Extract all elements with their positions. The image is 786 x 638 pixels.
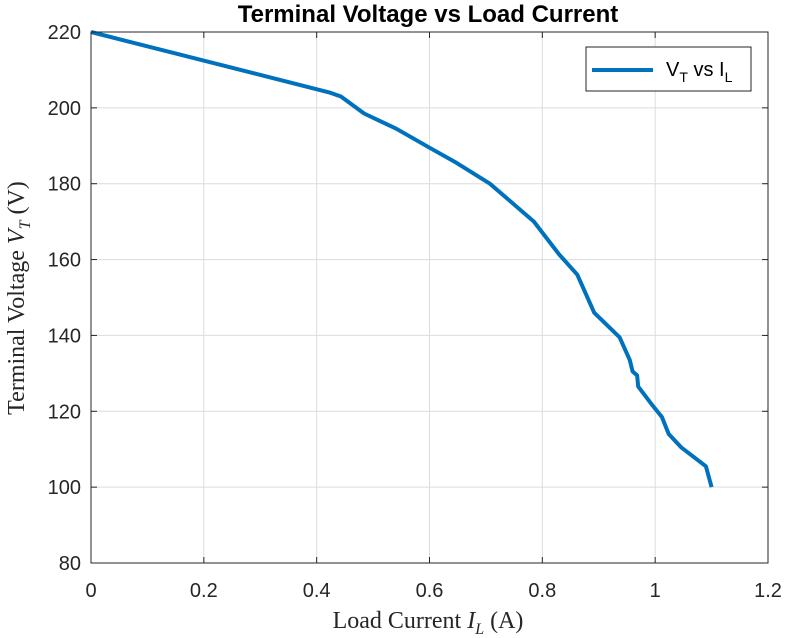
legend-entry-label: VT vs IL xyxy=(666,59,733,85)
y-tick-label: 200 xyxy=(48,98,81,120)
x-tick-label: 1 xyxy=(650,580,661,602)
x-tick-label: 0.4 xyxy=(303,580,331,602)
y-axis-label: Terminal Voltage VT (V) xyxy=(4,181,34,415)
x-tick-label: 0.8 xyxy=(528,580,556,602)
y-tick-label: 220 xyxy=(48,22,81,44)
series-layer xyxy=(90,30,714,488)
x-tick-label: 0.6 xyxy=(416,580,444,602)
tick-labels: 0 0.2 0.4 0.6 0.8 1 1.2 80 100 120 140 160 180 200 220 xyxy=(48,22,782,602)
x-axis-label: Load Current IL (A) xyxy=(333,608,524,638)
x-tick-label: 0 xyxy=(85,580,96,602)
chart-title: Terminal Voltage vs Load Current xyxy=(238,1,619,28)
y-tick-label: 100 xyxy=(48,477,81,499)
legend: VT vs IL xyxy=(585,46,752,92)
series-line-vt-vs-il xyxy=(90,30,714,488)
y-tick-label: 180 xyxy=(48,174,81,196)
y-tick-label: 80 xyxy=(59,553,81,575)
y-tick-label: 140 xyxy=(48,325,81,347)
y-tick-label: 160 xyxy=(48,250,81,272)
y-tick-label: 120 xyxy=(48,401,81,423)
x-tick-label: 0.2 xyxy=(190,580,218,602)
x-tick-label: 1.2 xyxy=(754,580,782,602)
tick-marks xyxy=(90,31,769,564)
